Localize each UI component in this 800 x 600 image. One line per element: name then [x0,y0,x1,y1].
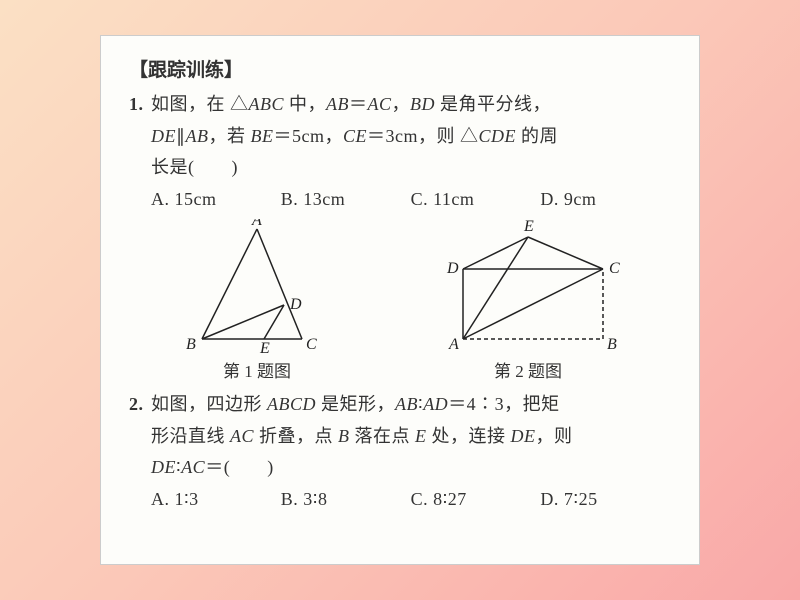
svg-text:B: B [186,336,196,353]
q1-opt-c: C. 11cm [411,184,536,216]
figure-2-svg: A B C D E [428,219,628,359]
svg-text:C: C [609,260,620,277]
figure-row: A B C D E 第 1 题图 A B C D E 第 2 题图 [129,219,671,387]
svg-text:D: D [446,260,459,277]
figure-1: A B C D E 第 1 题图 [172,219,342,387]
figure-1-caption: 第 1 题图 [172,357,342,387]
svg-text:A: A [448,336,459,353]
q1-opt-a: A. 15cm [151,184,276,216]
svg-text:A: A [251,219,262,229]
q2-text: 如图，四边形 ABCD 是矩形，AB∶AD＝4∶3，把矩 形沿直线 AC 折叠，… [151,394,573,477]
q1-options: A. 15cm B. 13cm C. 11cm D. 9cm [129,184,671,216]
q2-opt-d: D. 7∶25 [540,484,665,516]
svg-text:D: D [289,296,302,313]
svg-text:B: B [607,336,617,353]
worksheet-page: 【跟踪训练】 1. 如图，在 △ABC 中，AB＝AC，BD 是角平分线， DE… [100,35,700,565]
question-2: 2. 如图，四边形 ABCD 是矩形，AB∶AD＝4∶3，把矩 形沿直线 AC … [129,389,671,484]
q2-opt-a: A. 1∶3 [151,484,276,516]
svg-text:C: C [306,336,317,353]
q2-opt-c: C. 8∶27 [411,484,536,516]
q1-opt-b: B. 13cm [281,184,406,216]
figure-2: A B C D E 第 2 题图 [428,219,628,387]
q2-opt-b: B. 3∶8 [281,484,406,516]
svg-text:E: E [523,219,534,235]
q1-text: 如图，在 △ABC 中，AB＝AC，BD 是角平分线， DE∥AB，若 BE＝5… [151,94,558,177]
figure-1-svg: A B C D E [172,219,342,359]
q1-number: 1. [129,89,144,121]
figure-2-caption: 第 2 题图 [428,357,628,387]
q1-opt-d: D. 9cm [540,184,665,216]
svg-text:E: E [259,340,270,357]
question-1: 1. 如图，在 △ABC 中，AB＝AC，BD 是角平分线， DE∥AB，若 B… [129,89,671,184]
section-title: 【跟踪训练】 [129,54,671,87]
q2-options: A. 1∶3 B. 3∶8 C. 8∶27 D. 7∶25 [129,484,671,516]
q2-number: 2. [129,389,144,421]
